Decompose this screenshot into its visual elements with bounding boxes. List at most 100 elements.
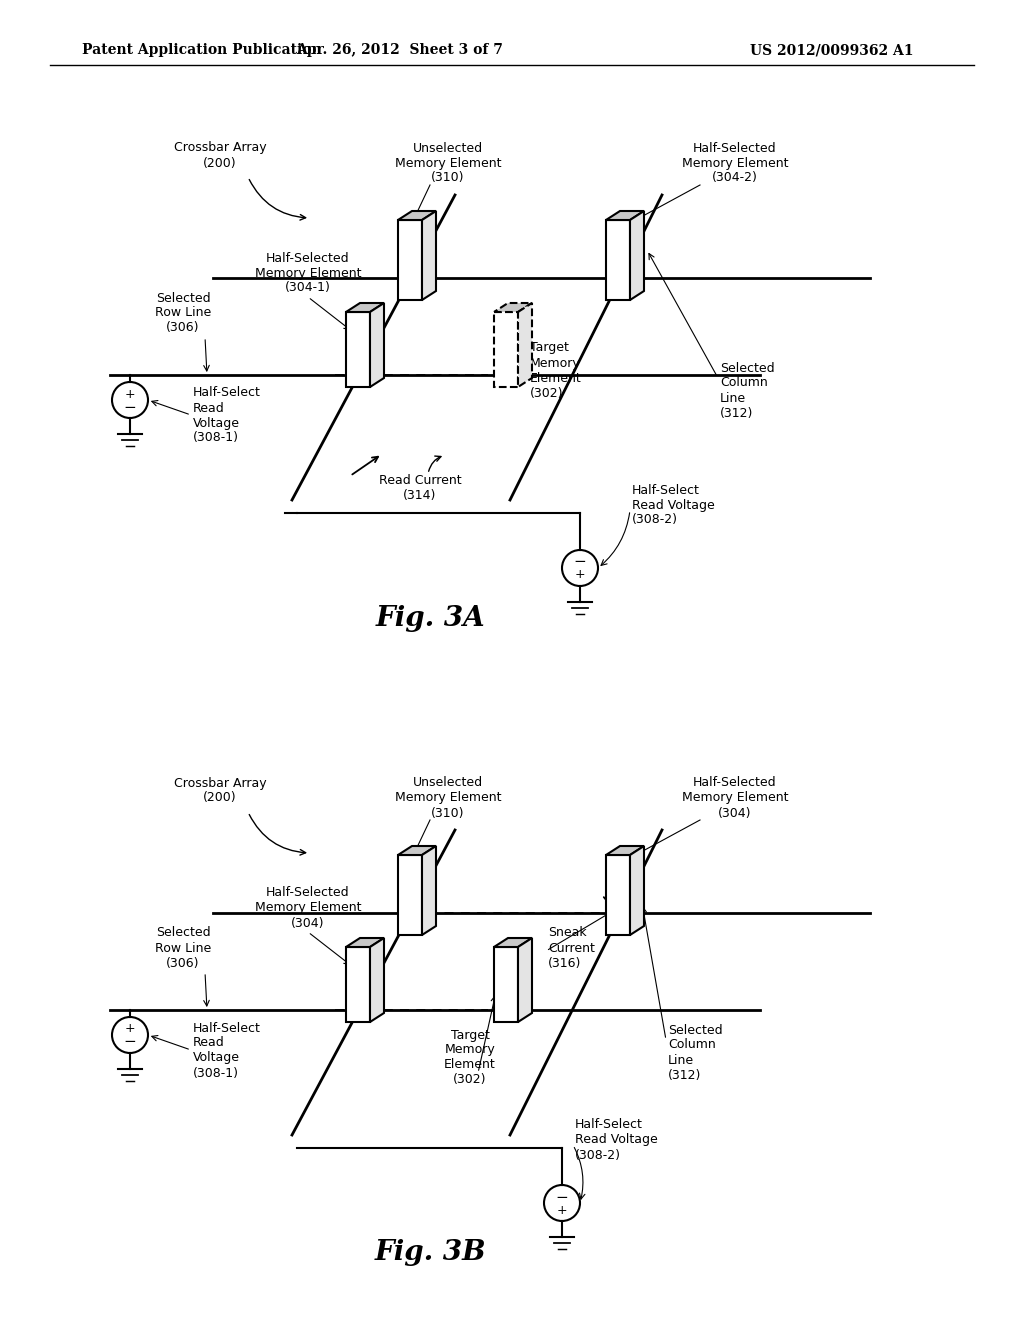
Text: Read Voltage: Read Voltage — [575, 1134, 657, 1147]
Text: Column: Column — [720, 376, 768, 389]
Text: (200): (200) — [203, 792, 237, 804]
Text: (200): (200) — [203, 157, 237, 169]
Text: Half-Select: Half-Select — [193, 387, 261, 400]
Text: Memory Element: Memory Element — [394, 157, 502, 169]
Text: Apr. 26, 2012  Sheet 3 of 7: Apr. 26, 2012 Sheet 3 of 7 — [297, 44, 504, 57]
Polygon shape — [370, 304, 384, 387]
Text: Line: Line — [720, 392, 746, 404]
Text: Read: Read — [193, 401, 224, 414]
Polygon shape — [346, 946, 370, 1022]
Text: −: − — [573, 554, 587, 569]
Text: Line: Line — [668, 1053, 694, 1067]
Polygon shape — [494, 312, 518, 387]
Text: Half-Selected: Half-Selected — [266, 252, 350, 264]
Text: +: + — [125, 1023, 135, 1035]
Polygon shape — [398, 220, 422, 300]
Polygon shape — [518, 939, 532, 1022]
Polygon shape — [630, 846, 644, 935]
Text: Memory Element: Memory Element — [682, 157, 788, 169]
Text: Crossbar Array: Crossbar Array — [174, 141, 266, 154]
Polygon shape — [346, 304, 384, 312]
Text: Voltage: Voltage — [193, 1052, 240, 1064]
Text: Read Voltage: Read Voltage — [632, 499, 715, 511]
Polygon shape — [422, 846, 436, 935]
Text: Memory: Memory — [444, 1044, 496, 1056]
Polygon shape — [494, 946, 518, 1022]
Polygon shape — [606, 846, 644, 855]
Polygon shape — [494, 304, 532, 312]
Text: Half-Selected: Half-Selected — [693, 141, 777, 154]
Polygon shape — [346, 939, 384, 946]
Polygon shape — [422, 211, 436, 300]
Text: Selected: Selected — [156, 292, 210, 305]
Text: (302): (302) — [454, 1073, 486, 1086]
Text: −: − — [124, 400, 136, 414]
Text: −: − — [556, 1189, 568, 1204]
Text: (304): (304) — [718, 807, 752, 820]
Polygon shape — [398, 855, 422, 935]
Text: Crossbar Array: Crossbar Array — [174, 776, 266, 789]
Text: Fig. 3A: Fig. 3A — [375, 605, 484, 631]
Text: Patent Application Publication: Patent Application Publication — [82, 44, 322, 57]
Text: Unselected: Unselected — [413, 776, 483, 789]
Polygon shape — [518, 304, 532, 387]
Text: Row Line: Row Line — [155, 941, 211, 954]
Text: (304-1): (304-1) — [285, 281, 331, 294]
Text: Element: Element — [444, 1059, 496, 1072]
Text: Row Line: Row Line — [155, 306, 211, 319]
Text: Half-Selected: Half-Selected — [266, 887, 350, 899]
Polygon shape — [606, 211, 644, 220]
Polygon shape — [346, 312, 370, 387]
Text: Memory Element: Memory Element — [682, 792, 788, 804]
Polygon shape — [398, 211, 436, 220]
Text: (308-1): (308-1) — [193, 432, 239, 445]
Polygon shape — [398, 846, 436, 855]
Text: (312): (312) — [668, 1068, 701, 1081]
Text: Selected: Selected — [720, 362, 774, 375]
Text: Memory Element: Memory Element — [255, 267, 361, 280]
Polygon shape — [494, 939, 532, 946]
Text: (304): (304) — [291, 916, 325, 929]
Text: (304-2): (304-2) — [712, 172, 758, 185]
Text: Half-Select: Half-Select — [575, 1118, 643, 1131]
Polygon shape — [606, 855, 630, 935]
Text: (316): (316) — [548, 957, 582, 969]
Text: (310): (310) — [431, 807, 465, 820]
Text: Memory Element: Memory Element — [394, 792, 502, 804]
Text: Column: Column — [668, 1039, 716, 1052]
Text: (312): (312) — [720, 407, 754, 420]
Polygon shape — [370, 939, 384, 1022]
Text: Unselected: Unselected — [413, 141, 483, 154]
Text: Read Current: Read Current — [379, 474, 462, 487]
Text: Element: Element — [530, 371, 582, 384]
Polygon shape — [606, 220, 630, 300]
Text: (306): (306) — [166, 322, 200, 334]
Text: Read: Read — [193, 1036, 224, 1049]
Text: Selected: Selected — [156, 927, 210, 940]
Text: (306): (306) — [166, 957, 200, 969]
Text: Memory: Memory — [530, 356, 581, 370]
Text: (308-2): (308-2) — [632, 513, 678, 527]
Text: US 2012/0099362 A1: US 2012/0099362 A1 — [750, 44, 913, 57]
Text: (310): (310) — [431, 172, 465, 185]
Text: +: + — [574, 569, 586, 582]
Text: Memory Element: Memory Element — [255, 902, 361, 915]
Text: (314): (314) — [403, 488, 436, 502]
Text: Target: Target — [530, 342, 569, 355]
Text: Half-Select: Half-Select — [632, 483, 699, 496]
Text: Selected: Selected — [668, 1023, 723, 1036]
Text: +: + — [125, 388, 135, 400]
Text: Sneak: Sneak — [548, 927, 587, 940]
Text: +: + — [557, 1204, 567, 1217]
Text: (308-1): (308-1) — [193, 1067, 239, 1080]
Text: −: − — [124, 1035, 136, 1049]
Text: Current: Current — [548, 941, 595, 954]
Text: (308-2): (308-2) — [575, 1148, 621, 1162]
Text: Half-Select: Half-Select — [193, 1022, 261, 1035]
Text: Half-Selected: Half-Selected — [693, 776, 777, 789]
Text: Fig. 3B: Fig. 3B — [374, 1239, 485, 1266]
Text: (302): (302) — [530, 387, 563, 400]
Text: Voltage: Voltage — [193, 417, 240, 429]
Text: Target: Target — [451, 1028, 489, 1041]
Polygon shape — [630, 211, 644, 300]
